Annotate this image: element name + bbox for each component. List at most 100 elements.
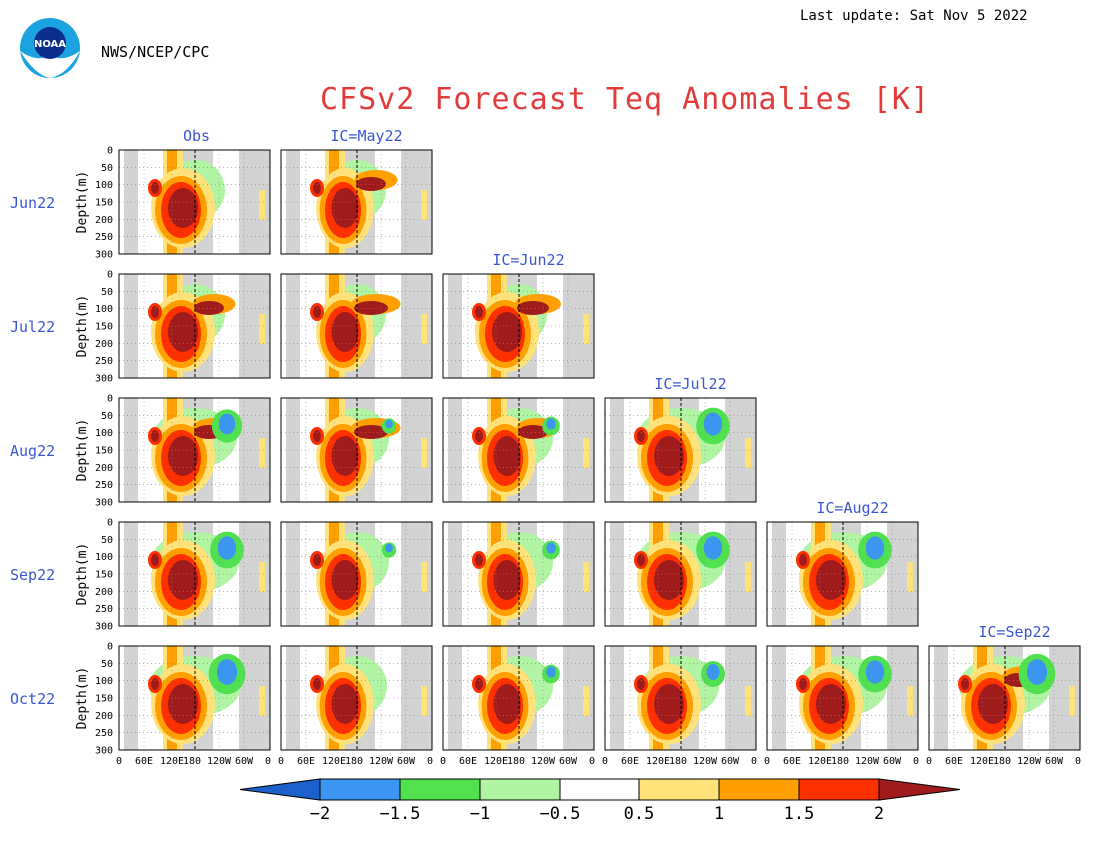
row-label: Jul22: [10, 318, 55, 336]
panel-frame: [604, 397, 757, 503]
colorbar: −2 −1.5 −1 −0.5 0.5 1 1.5 2: [239, 778, 961, 824]
anomaly-contour: [865, 660, 885, 684]
y-tick-label: 300: [95, 746, 113, 757]
panel: [118, 149, 271, 255]
anomaly-contour: [816, 560, 846, 600]
x-tick-label: 60E: [621, 756, 639, 767]
y-tick-label: 0: [107, 270, 113, 281]
panel-frame: [280, 273, 433, 379]
panel: [280, 273, 433, 379]
anomaly-contour: [168, 560, 198, 600]
anomaly-contour: [259, 314, 265, 344]
y-tick-label: 150: [95, 694, 113, 705]
column-label: IC=Sep22: [978, 623, 1050, 641]
y-tick-label: 0: [107, 146, 113, 157]
anomaly-contour: [421, 314, 427, 344]
y-tick-label: 0: [107, 394, 113, 405]
column-label: IC=Jul22: [654, 375, 726, 393]
anomaly-contour: [385, 543, 393, 553]
agency-label: NWS/NCEP/CPC: [101, 43, 210, 61]
anomaly-contour: [475, 678, 483, 690]
anomaly-contour: [421, 562, 427, 592]
x-tick-label: 120W: [207, 756, 232, 767]
x-tick-label: 60E: [459, 756, 477, 767]
x-tick-label: 180: [507, 756, 525, 767]
x-tick-label: 120E: [484, 756, 508, 767]
column-label: IC=Aug22: [816, 499, 888, 517]
x-tick-label: 120E: [808, 756, 832, 767]
anomaly-contour: [637, 430, 645, 442]
y-tick-label: 200: [95, 587, 113, 598]
y-tick-label: 250: [95, 604, 113, 615]
x-tick-label: 60W: [397, 756, 416, 767]
anomaly-contour: [151, 430, 159, 442]
y-tick-label: 300: [95, 498, 113, 509]
anomaly-contour: [637, 678, 645, 690]
x-tick-label: 120W: [1017, 756, 1042, 767]
anomaly-contour: [546, 542, 556, 554]
anomaly-contour: [218, 413, 236, 435]
panel: [604, 521, 757, 627]
anomaly-contour: [583, 562, 589, 592]
y-axis-label: Depth(m): [75, 419, 90, 482]
y-tick-label: 300: [95, 622, 113, 633]
anomaly-contour: [654, 560, 684, 600]
land-mask: [887, 522, 918, 626]
panel-frame: [766, 521, 919, 627]
land-mask: [725, 398, 756, 502]
panel-frame: [118, 521, 271, 627]
panel-frame: [280, 397, 433, 503]
panel: [604, 397, 757, 503]
anomaly-contour: [168, 436, 198, 476]
land-mask: [401, 150, 432, 254]
anomaly-contour: [313, 182, 321, 194]
anomaly-contour: [216, 659, 238, 685]
x-tick-label: 0: [751, 756, 757, 767]
anomaly-contour: [331, 560, 359, 600]
logo-text: NOAA: [34, 39, 66, 50]
row-label: Oct22: [10, 690, 55, 708]
x-tick-label: 60W: [235, 756, 254, 767]
x-tick-label: 0: [427, 756, 433, 767]
panel: [766, 521, 919, 627]
anomaly-contour: [331, 312, 359, 352]
anomaly-contour: [493, 560, 521, 600]
y-axis-label: Depth(m): [75, 667, 90, 730]
panel-frame: [442, 397, 595, 503]
x-tick-label: 120E: [322, 756, 346, 767]
panel: [280, 397, 433, 503]
panel-frame: [118, 645, 271, 751]
anomaly-contour: [907, 686, 913, 716]
anomaly-contour: [907, 562, 913, 592]
colorbar-label: −0.5: [540, 804, 581, 824]
y-tick-label: 200: [95, 339, 113, 350]
x-tick-label: 180: [669, 756, 687, 767]
column-label: IC=May22: [330, 127, 402, 145]
row-label: Aug22: [10, 442, 55, 460]
anomaly-contour: [745, 438, 751, 468]
panel-frame: [604, 645, 757, 751]
x-tick-label: 0: [278, 756, 284, 767]
land-mask: [563, 274, 594, 378]
x-tick-label: 0: [926, 756, 932, 767]
anomaly-contour: [493, 684, 521, 724]
y-tick-label: 100: [95, 552, 113, 563]
anomaly-contour: [331, 436, 359, 476]
x-tick-label: 60W: [1045, 756, 1064, 767]
colorbar-segment: [399, 778, 481, 801]
x-tick-label: 0: [116, 756, 122, 767]
colorbar-label: 1: [714, 804, 724, 824]
anomaly-contour: [259, 562, 265, 592]
x-tick-label: 120E: [970, 756, 994, 767]
x-tick-label: 0: [764, 756, 770, 767]
noaa-logo: NOAA: [19, 17, 81, 79]
x-tick-label: 0: [1075, 756, 1081, 767]
y-axis-label: Depth(m): [75, 171, 90, 234]
panel-frame: [118, 149, 271, 255]
anomaly-contour: [356, 177, 386, 191]
anomaly-contour: [637, 554, 645, 566]
anomaly-contour: [703, 536, 723, 560]
x-tick-label: 0: [913, 756, 919, 767]
anomaly-contour: [475, 306, 483, 318]
panel: [442, 645, 595, 751]
